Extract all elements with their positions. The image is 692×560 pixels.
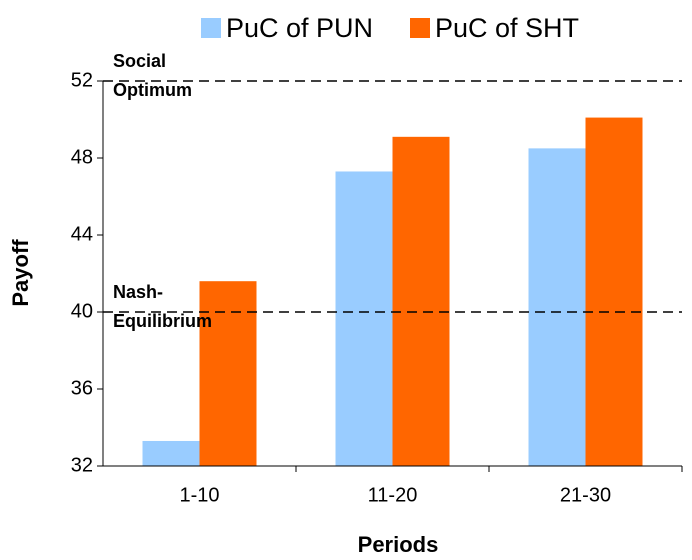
y-tick-label: 44 (71, 223, 93, 245)
legend-label: PuC of PUN (226, 13, 373, 43)
bar (335, 171, 393, 466)
x-tick-label: 1-10 (179, 484, 219, 506)
legend-swatch (410, 18, 430, 38)
legend-label: PuC of SHT (435, 13, 579, 43)
reference-label: Optimum (113, 80, 192, 100)
bar (585, 117, 643, 466)
y-tick-label: 32 (71, 454, 93, 476)
x-tick-label: 21-30 (560, 484, 611, 506)
bar (528, 148, 586, 466)
reference-label: Equilibrium (113, 311, 212, 331)
reference-label: Social (113, 51, 166, 71)
legend-swatch (201, 18, 221, 38)
x-axis-title: Periods (358, 532, 439, 557)
bar (199, 281, 257, 466)
bar (392, 136, 450, 466)
x-tick-label: 11-20 (368, 484, 418, 506)
y-axis-title: Payoff (8, 239, 33, 307)
y-tick-label: 48 (71, 146, 93, 168)
reference-label: Nash- (113, 282, 163, 302)
y-tick-label: 40 (71, 300, 93, 322)
bar (142, 440, 200, 466)
y-tick-label: 36 (71, 377, 93, 399)
y-tick-label: 52 (71, 69, 93, 91)
